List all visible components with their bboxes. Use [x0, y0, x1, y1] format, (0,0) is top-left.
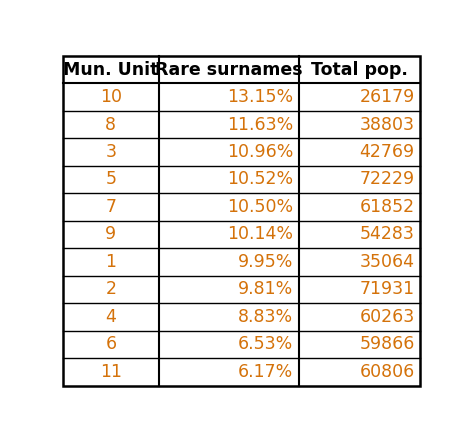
Text: 60806: 60806: [359, 363, 415, 381]
Text: 42769: 42769: [360, 143, 415, 161]
Text: 35064: 35064: [360, 253, 415, 271]
Text: Mun. Unit: Mun. Unit: [63, 61, 159, 79]
Text: 13.15%: 13.15%: [227, 88, 293, 106]
Text: Total pop.: Total pop.: [311, 61, 408, 79]
Text: 6.53%: 6.53%: [238, 335, 293, 354]
Text: 10.96%: 10.96%: [227, 143, 293, 161]
Text: 10: 10: [100, 88, 122, 106]
Text: 11.63%: 11.63%: [227, 115, 293, 134]
Text: 9: 9: [105, 225, 116, 243]
Text: Rare surnames: Rare surnames: [155, 61, 303, 79]
Text: 9.81%: 9.81%: [238, 281, 293, 298]
Text: 1: 1: [106, 253, 116, 271]
Text: 72229: 72229: [360, 170, 415, 188]
Text: 38803: 38803: [360, 115, 415, 134]
Text: 59866: 59866: [359, 335, 415, 354]
Text: 8: 8: [106, 115, 116, 134]
Text: 2: 2: [106, 281, 116, 298]
Text: 54283: 54283: [360, 225, 415, 243]
Text: 60263: 60263: [359, 308, 415, 326]
Text: 11: 11: [100, 363, 122, 381]
Text: 6: 6: [105, 335, 116, 354]
Text: 10.50%: 10.50%: [227, 198, 293, 216]
Text: 7: 7: [106, 198, 116, 216]
Text: 8.83%: 8.83%: [238, 308, 293, 326]
Text: 71931: 71931: [360, 281, 415, 298]
Text: 4: 4: [106, 308, 116, 326]
Text: 3: 3: [106, 143, 116, 161]
Text: 10.14%: 10.14%: [227, 225, 293, 243]
Text: 10.52%: 10.52%: [227, 170, 293, 188]
Text: 5: 5: [106, 170, 116, 188]
Text: 6.17%: 6.17%: [238, 363, 293, 381]
Text: 61852: 61852: [360, 198, 415, 216]
Text: 9.95%: 9.95%: [238, 253, 293, 271]
Text: 26179: 26179: [359, 88, 415, 106]
